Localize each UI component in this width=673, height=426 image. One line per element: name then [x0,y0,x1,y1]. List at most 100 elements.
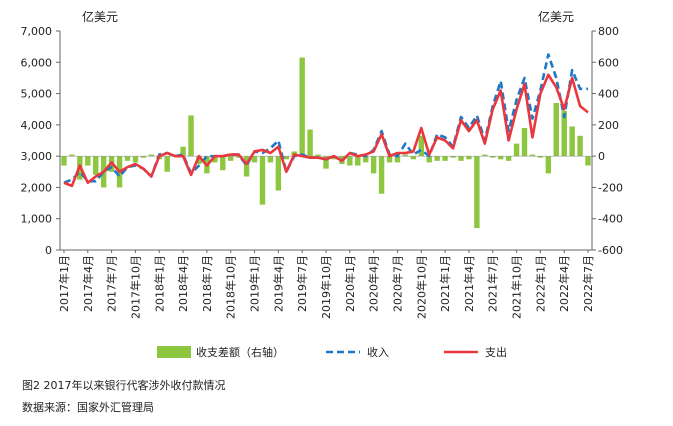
bar-balance [124,156,131,161]
bar-balance [148,154,155,157]
legend-label-expenditure: 支出 [485,345,507,359]
x-tick-label: 2022年4月 [557,255,571,312]
left-tick-label: 0 [45,244,52,257]
x-tick-label: 2018年10月 [224,255,238,319]
bar-balance [363,156,369,163]
x-tick-label: 2017年7月 [105,255,119,312]
figure-caption: 图2 2017年以来银行代客涉外收付款情况 [22,379,226,392]
x-tick-label: 2022年7月 [581,255,595,312]
bar-balance [235,156,242,158]
data-source: 数据来源：国家外汇管理局 [22,401,154,414]
right-tick-label: -600 [598,244,623,257]
bar-balance [561,110,567,157]
left-tick-label: 7,000 [21,25,53,38]
bar-balance [553,102,559,157]
bar-balance [93,156,99,175]
bar-balance [164,156,170,172]
x-tick-label: 2020年10月 [414,255,428,319]
x-tick-label: 2017年4月 [81,255,95,312]
x-tick-label: 2021年4月 [462,255,476,312]
x-tick-label: 2020年7月 [390,255,404,312]
bar-balance [505,156,512,161]
bar-balance [537,156,544,158]
bar-balance [490,156,496,158]
right-tick-label: 400 [598,88,619,101]
right-tick-label: 600 [598,56,619,69]
legend-label-income: 收入 [367,345,389,359]
left-tick-label: 6,000 [21,56,53,69]
x-tick-label: 2019年4月 [271,255,285,312]
left-axis-unit: 亿美元 [82,9,118,24]
x-tick-label: 2019年10月 [319,255,333,319]
right-tick-label: -400 [598,213,623,226]
x-tick-label: 2017年1月 [57,255,71,312]
bar-balance [402,154,409,157]
bar-balance [140,156,147,158]
bar-balance [545,156,552,174]
x-tick-label: 2020年1月 [343,255,357,312]
bar-balance [466,156,472,160]
x-tick-label: 2018年1月 [152,255,166,312]
bar-balance [61,156,67,166]
bar-balance [220,156,226,171]
bar-balance [69,154,75,157]
bar-balance [85,156,91,166]
bar-balance [394,156,401,163]
bar-balance [275,156,282,191]
bar-balance [386,156,393,163]
bar-balance [251,156,258,163]
bar-balance [434,156,440,161]
x-tick-label: 2017年10月 [128,255,142,319]
bar-balance [323,156,329,169]
line-expenditure [63,73,589,188]
bar-balance [378,156,385,194]
left-tick-label: 4,000 [21,119,53,132]
bar-balance [521,127,528,157]
left-tick-label: 5,000 [21,88,53,101]
right-axis-unit: 亿美元 [538,9,574,24]
x-tick-label: 2019年1月 [248,255,262,312]
bar-balance [347,156,353,166]
left-tick-label: 3,000 [21,150,53,163]
x-tick-label: 2018年7月 [200,255,214,312]
x-tick-label: 2021年10月 [510,255,524,319]
bar-balance [355,156,361,166]
bar-balance [331,156,337,160]
right-tick-label: 200 [598,119,619,132]
bar-balance [569,126,575,157]
bar-balance [513,143,520,157]
bar-balance [450,156,456,158]
x-tick-label: 2018年4月 [176,255,190,312]
bar-balance [228,156,234,161]
legend-label-balance: 收支差额（右轴） [196,345,284,359]
legend-swatch-balance [157,346,191,358]
bar-balance [259,156,266,205]
bar-balance [283,156,289,160]
bar-balance [482,154,488,157]
bar-balance [315,154,321,157]
left-tick-label: 1,000 [21,213,53,226]
bar-balance [458,156,464,161]
bar-balance [577,135,583,157]
bar-balance [474,156,480,229]
x-tick-label: 2021年1月 [438,255,452,312]
right-tick-label: -200 [598,181,623,194]
bar-balance [529,154,536,157]
bar-balance [188,115,194,157]
bar-balance [196,156,202,164]
bar-balance [497,156,504,160]
bar-balance [410,156,417,160]
bar-balance [426,156,432,163]
x-tick-label: 2022年1月 [533,255,547,312]
x-tick-label: 2019年7月 [295,255,309,312]
left-tick-label: 2,000 [21,181,53,194]
bar-balance [132,156,139,163]
bar-balance [243,156,250,177]
x-tick-label: 2021年7月 [486,255,500,312]
x-tick-label: 2020年4月 [367,255,381,312]
bar-balance [585,156,591,166]
bar-balance [299,57,305,157]
bar-balance [267,156,274,163]
right-tick-label: 0 [598,150,605,163]
